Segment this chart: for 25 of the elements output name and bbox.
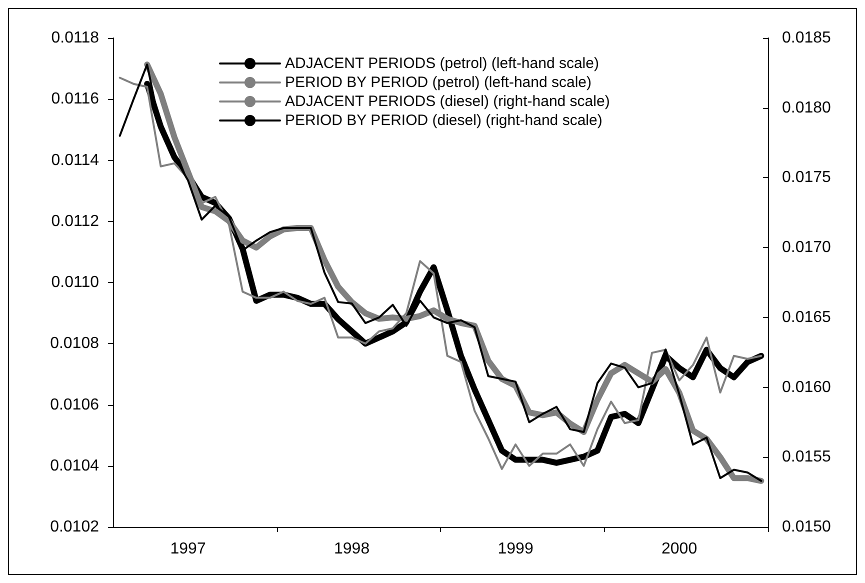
y2-tick-label: 0.0175 xyxy=(782,169,832,186)
y2-tick-label: 0.0160 xyxy=(782,378,832,396)
y-tick-label: 0.0118 xyxy=(51,30,100,46)
legend-label: ADJACENT PERIODS (diesel) (right-hand scale) xyxy=(285,93,610,110)
x-tick-label: 1999 xyxy=(498,540,534,558)
y-tick-label: 0.0102 xyxy=(50,518,100,536)
y2-tick-label: 0.0150 xyxy=(782,518,832,536)
legend-label: ADJACENT PERIODS (petrol) (left-hand scale) xyxy=(285,55,599,72)
y2-tick-label: 0.0170 xyxy=(782,239,832,256)
y-tick-label: 0.0114 xyxy=(51,152,100,169)
y-tick-label: 0.0106 xyxy=(50,396,100,414)
legend-label: PERIOD BY PERIOD (petrol) (left-hand scale) xyxy=(285,74,592,91)
y2-tick-label: 0.0165 xyxy=(782,308,832,326)
y2-tick-label: 0.0155 xyxy=(782,448,832,466)
y-tick-label: 0.0110 xyxy=(51,274,100,291)
y-tick-label: 0.0112 xyxy=(51,212,100,230)
y2-tick-label: 0.0185 xyxy=(782,30,832,46)
legend-label: PERIOD BY PERIOD (diesel) (right-hand scale) xyxy=(285,112,602,129)
x-tick-label: 1998 xyxy=(334,540,370,558)
y-tick-label: 0.0108 xyxy=(50,335,100,352)
x-tick-label: 2000 xyxy=(662,540,698,558)
y-tick-label: 0.0116 xyxy=(51,90,100,108)
y2-tick-label: 0.0180 xyxy=(782,99,832,116)
y-tick-label: 0.0104 xyxy=(50,457,100,474)
x-tick-label: 1997 xyxy=(170,540,206,558)
